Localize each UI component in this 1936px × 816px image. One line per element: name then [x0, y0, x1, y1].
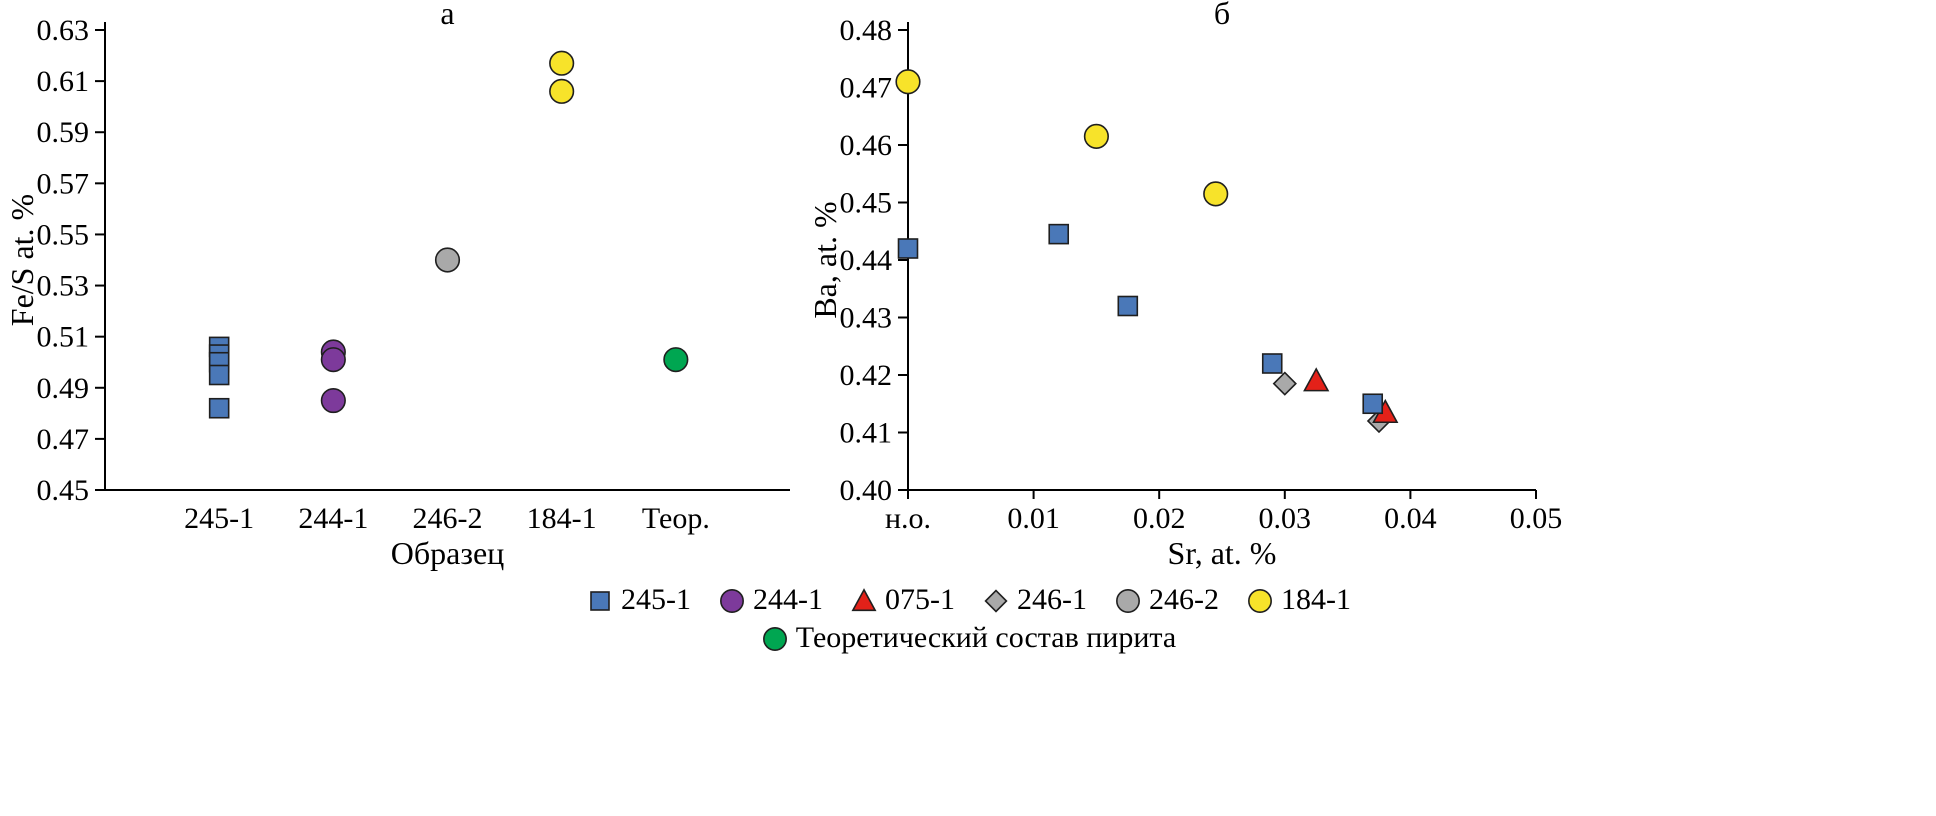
- x-tick-label: н.о.: [885, 502, 931, 535]
- triangle-marker-icon: [851, 588, 877, 612]
- x-tick-label: 246-2: [413, 502, 483, 535]
- legend-item-075-1: 075-1: [849, 583, 955, 617]
- y-tick-label: 0.55: [37, 218, 90, 251]
- y-tick-label: 0.46: [840, 129, 893, 162]
- y-tick-label: 0.47: [37, 423, 90, 456]
- data-point-245-1-2: [1117, 295, 1139, 317]
- y-tick-label: 0.45: [840, 187, 893, 220]
- legend-item-246-1: 246-1: [981, 583, 1087, 617]
- y-tick-label: 0.49: [37, 372, 90, 405]
- data-point-244-1-2: [320, 387, 346, 414]
- circle-marker-icon: [1116, 589, 1140, 613]
- y-axis-label-a: Fe/S at. %: [4, 194, 40, 326]
- legend-label: 246-2: [1149, 583, 1219, 616]
- y-tick-label: 0.63: [37, 14, 90, 47]
- legend-label: 245-1: [621, 583, 691, 616]
- data-point-245-1-1: [1048, 223, 1070, 245]
- y-tick-label: 0.59: [37, 116, 90, 149]
- panel-title-b: б: [1214, 0, 1230, 31]
- data-point-245-1-4: [208, 397, 230, 419]
- y-tick-label: 0.53: [37, 270, 90, 303]
- legend-marker-245-1: [590, 591, 610, 611]
- legend: 245-1 244-1 075-1 246-1 246-2 184-1 Теоретиче…: [0, 582, 1936, 656]
- legend-marker-244-1: [720, 589, 744, 613]
- y-tick-label: 0.51: [37, 321, 90, 354]
- legend-label: 075-1: [885, 583, 955, 616]
- y-tick-label: 0.57: [37, 167, 90, 200]
- panel-title-a: а: [440, 0, 454, 31]
- data-point-245-1-3: [208, 364, 230, 386]
- y-tick-label: 0.45: [37, 474, 90, 507]
- data-point-184-1-0: [549, 50, 575, 76]
- y-tick-label: 0.40: [840, 474, 893, 507]
- y-tick-label: 0.47: [840, 72, 893, 105]
- legend-marker-246-2: [1116, 589, 1140, 613]
- x-axis-label-b: Sr, at. %: [1168, 535, 1277, 571]
- circle-marker-icon: [1248, 589, 1272, 613]
- data-point-245-1-3: [1261, 353, 1283, 374]
- x-tick-label: 0.01: [1007, 502, 1060, 535]
- data-point-246-2-0: [434, 247, 461, 273]
- data-point-184-1-1: [1083, 123, 1109, 149]
- legend-label: Теоретический состав пирита: [795, 621, 1177, 654]
- legend-label: 246-1: [1017, 583, 1087, 616]
- diamond-marker-icon: [984, 589, 1008, 613]
- panel-b: 0.40 0.41 0.42 0.43 0.44 0.45 0.46 0.47 0.48 н.о.…: [807, 0, 1562, 571]
- legend-label: 244-1: [753, 583, 823, 616]
- legend-marker-184-1: [1248, 589, 1272, 613]
- data-point-184-1-2: [1203, 181, 1229, 207]
- x-tick-label: 0.05: [1510, 502, 1563, 535]
- data-point-244-1-1: [320, 347, 346, 373]
- y-tick-label: 0.48: [840, 14, 893, 47]
- x-tick-label: 0.04: [1384, 502, 1437, 535]
- legend-row-1: 245-1 244-1 075-1 246-1 246-2 184-1: [585, 582, 1351, 618]
- y-tick-label: 0.61: [37, 65, 90, 98]
- legend-item-245-1: 245-1: [585, 583, 691, 617]
- y-tick-label: 0.42: [840, 359, 893, 392]
- legend-item-184-1: 184-1: [1245, 583, 1351, 617]
- x-axis-label-a: Образец: [391, 535, 505, 571]
- legend-row-2: Теоретический состав пирита: [760, 620, 1176, 656]
- scatter-panels-canvas: 0.45 0.47 0.49 0.51 0.53 0.55 0.57 0.59 0.61 0.63…: [4, 0, 1562, 571]
- data-point-246-1-0: [1272, 371, 1297, 396]
- y-tick-label: 0.41: [840, 417, 893, 450]
- data-point-245-1-4: [1362, 393, 1384, 415]
- y-axis-label-b: Ba, at. %: [807, 201, 843, 318]
- legend-item-244-1: 244-1: [717, 583, 823, 617]
- x-tick-label: 244-1: [298, 502, 368, 535]
- legend-marker-Теоретический состав пирита: [762, 627, 787, 651]
- x-tick-label: Теор.: [642, 502, 710, 535]
- x-tick-label: 0.03: [1259, 502, 1312, 535]
- legend-item-246-2: 246-2: [1113, 583, 1219, 617]
- square-marker-icon: [590, 591, 610, 611]
- data-point-245-1-0: [897, 238, 919, 259]
- legend-marker-246-1: [984, 589, 1008, 613]
- x-tick-label: 245-1: [184, 502, 254, 535]
- legend-item-теоретический-состав-пирита: Теоретический состав пирита: [760, 621, 1176, 655]
- x-tick-label: 0.02: [1133, 502, 1186, 535]
- y-tick-label: 0.43: [840, 302, 893, 335]
- data-point-075-1-0: [1303, 367, 1330, 392]
- circle-marker-icon: [720, 589, 744, 613]
- circle-marker-icon: [762, 627, 787, 651]
- legend-label: 184-1: [1281, 583, 1351, 616]
- panel-a: 0.45 0.47 0.49 0.51 0.53 0.55 0.57 0.59 0.61 0.63…: [4, 0, 790, 571]
- y-tick-label: 0.44: [840, 244, 893, 277]
- legend-marker-075-1: [851, 588, 877, 612]
- data-point-184-1-1: [549, 78, 575, 104]
- data-point-184-1-0: [895, 69, 921, 95]
- x-tick-label: 184-1: [527, 502, 597, 535]
- data-point-Теор.-0: [663, 347, 689, 373]
